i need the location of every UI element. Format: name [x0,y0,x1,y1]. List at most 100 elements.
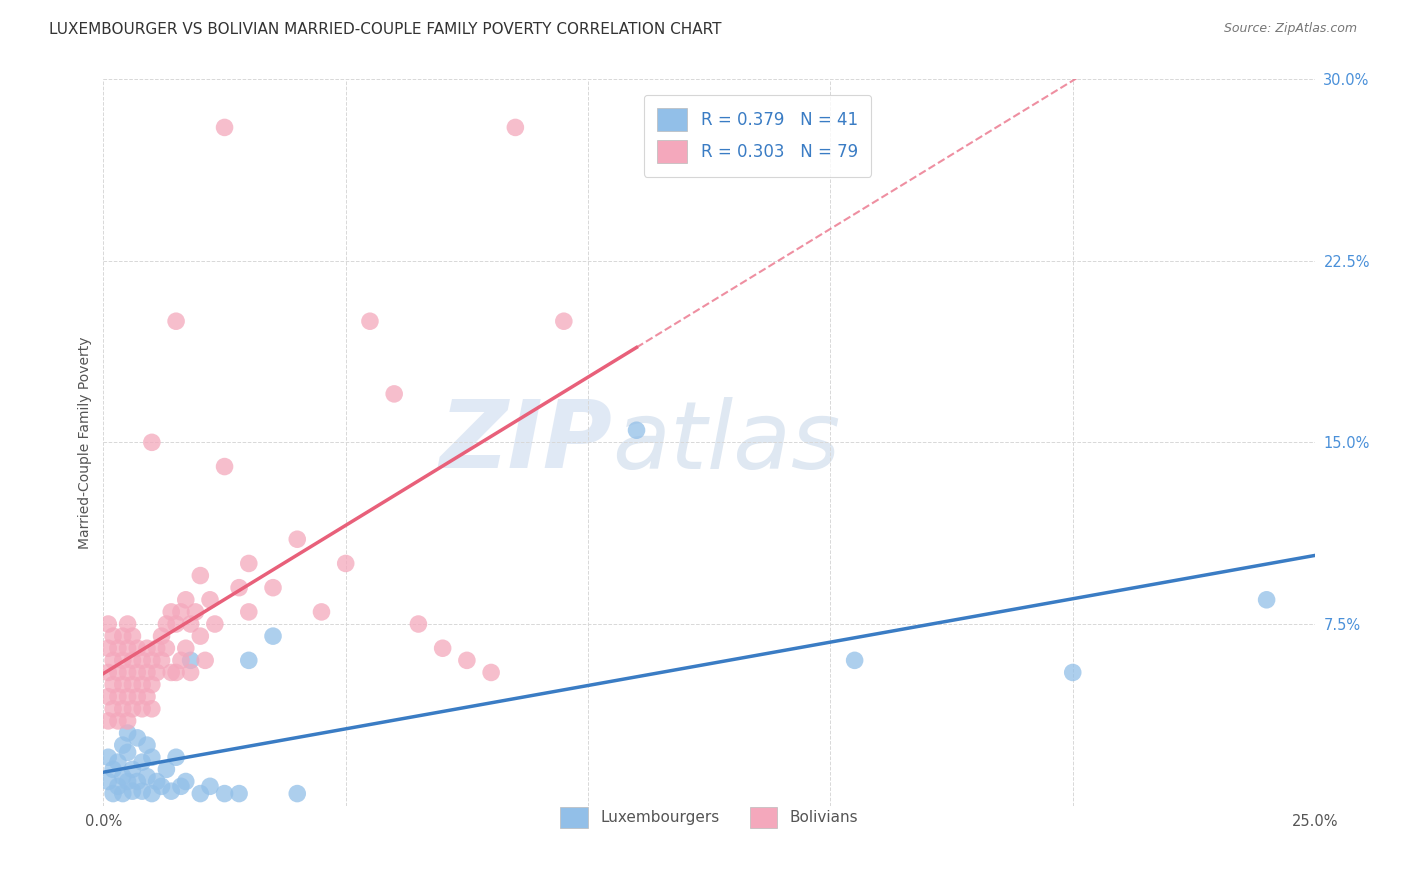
Point [165,314,187,328]
Point [194,653,217,667]
Point [145,774,167,789]
Point [97,774,120,789]
Point [141,435,163,450]
Point [155,641,177,656]
Point [184,605,207,619]
Point [626,423,648,437]
Point [141,702,163,716]
Point [127,641,149,656]
Point [127,774,149,789]
Text: LUXEMBOURGER VS BOLIVIAN MARRIED-COUPLE FAMILY POVERTY CORRELATION CHART: LUXEMBOURGER VS BOLIVIAN MARRIED-COUPLE … [49,22,721,37]
Point [121,763,143,777]
Point [198,780,221,794]
Point [136,641,159,656]
Point [111,677,134,691]
Point [228,581,250,595]
Point [145,641,167,656]
Point [136,738,159,752]
Point [170,780,193,794]
Point [117,641,139,656]
Point [117,746,139,760]
Point [101,629,124,643]
Point [188,629,211,643]
Point [165,750,187,764]
Point [262,629,284,643]
Point [228,787,250,801]
Point [131,755,153,769]
Point [111,738,134,752]
Point [145,665,167,680]
Point [97,690,120,704]
Point [136,770,159,784]
Point [97,641,120,656]
Point [170,653,193,667]
Point [238,653,260,667]
Point [198,592,221,607]
Point [101,787,124,801]
Point [165,665,187,680]
Point [141,787,163,801]
Point [121,629,143,643]
Point [150,653,173,667]
Point [155,763,177,777]
Point [97,665,120,680]
Point [174,774,197,789]
Point [121,784,143,798]
Point [111,787,134,801]
Point [335,557,357,571]
Point [111,770,134,784]
Point [285,533,308,547]
Point [359,314,381,328]
Point [121,677,143,691]
Point [204,617,226,632]
Y-axis label: Married-Couple Family Poverty: Married-Couple Family Poverty [79,336,93,549]
Point [131,653,153,667]
Point [382,387,405,401]
Point [127,731,149,745]
Point [180,665,202,680]
Point [101,702,124,716]
Point [121,653,143,667]
Point [131,784,153,798]
Point [174,641,197,656]
Point [505,120,527,135]
Point [117,617,139,632]
Point [101,677,124,691]
Point [111,702,134,716]
Point [117,774,139,789]
Point [141,677,163,691]
Point [285,787,308,801]
Point [141,750,163,764]
Point [131,702,153,716]
Point [97,714,120,728]
Point [262,581,284,595]
Point [107,690,129,704]
Point [117,726,139,740]
Point [107,755,129,769]
Point [141,653,163,667]
Point [127,665,149,680]
Legend: Luxembourgers, Bolivians: Luxembourgers, Bolivians [554,800,865,834]
Point [188,568,211,582]
Point [111,629,134,643]
Point [155,617,177,632]
Text: Source: ZipAtlas.com: Source: ZipAtlas.com [1223,22,1357,36]
Point [188,787,211,801]
Point [131,677,153,691]
Point [170,605,193,619]
Point [1062,665,1084,680]
Point [844,653,866,667]
Point [214,120,236,135]
Point [117,690,139,704]
Point [432,641,454,656]
Point [408,617,430,632]
Point [180,617,202,632]
Point [160,784,183,798]
Point [97,750,120,764]
Point [479,665,502,680]
Point [107,665,129,680]
Point [180,653,202,667]
Point [111,653,134,667]
Point [174,592,197,607]
Point [101,763,124,777]
